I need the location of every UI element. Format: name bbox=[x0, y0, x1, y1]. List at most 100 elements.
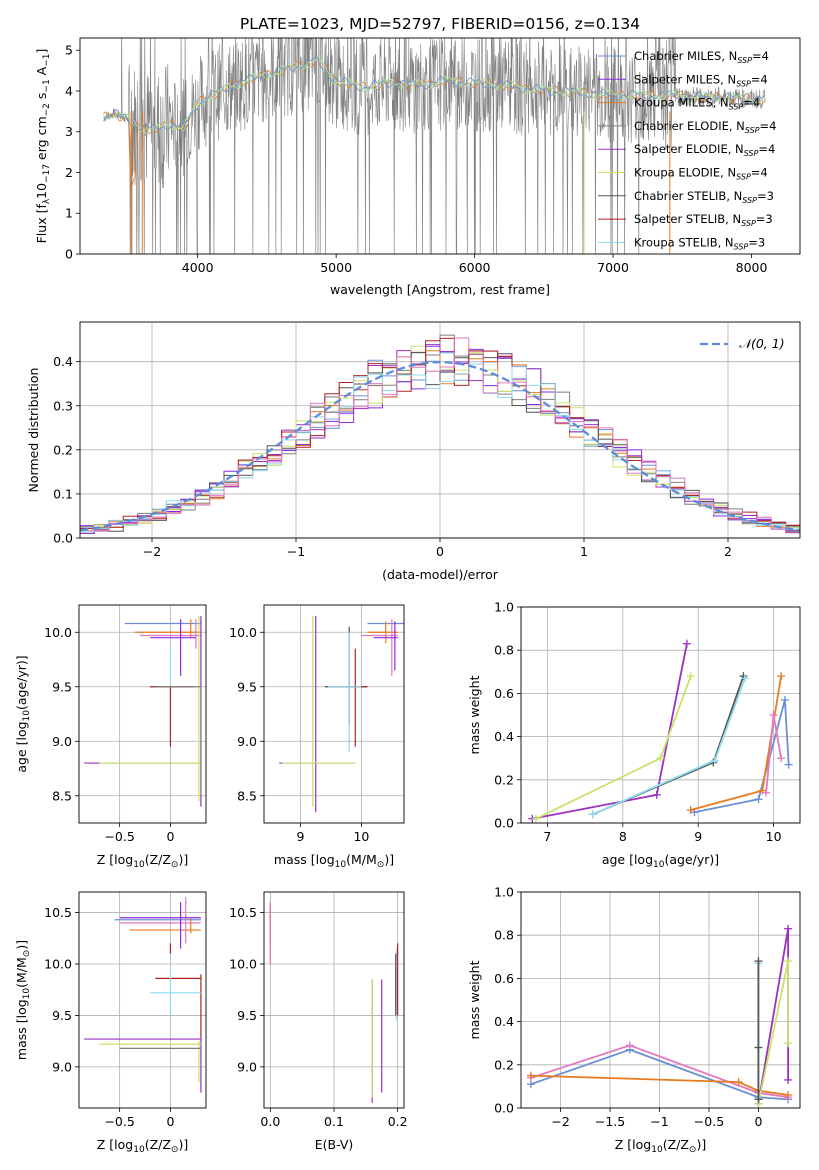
spectrum-data-line bbox=[103, 38, 766, 254]
x-tick-label: −2 bbox=[551, 1114, 569, 1129]
x-axis-label: Z [log10(Z/Z⊙)] bbox=[615, 1137, 706, 1155]
plot-area bbox=[279, 615, 404, 813]
plot-area bbox=[84, 897, 202, 1093]
y-tick-label: 0.8 bbox=[494, 928, 514, 943]
mass-vs-z-axes: −0.5 0 9.0 9.5 10.0 10.5 bbox=[44, 892, 206, 1129]
x-axis-label: Z [log10(Z/Z⊙)] bbox=[97, 852, 188, 870]
axes-frame bbox=[79, 321, 801, 539]
legend-entry: Salpeter ELODIE, NSSP=4 bbox=[634, 142, 775, 158]
age-vs-z-axes: −0.5 0 8.5 9.0 9.5 10.0 bbox=[44, 605, 206, 844]
plot-area bbox=[84, 615, 202, 807]
plot-area bbox=[528, 639, 793, 823]
x-tick-label: 0 bbox=[166, 1114, 174, 1129]
spectrum-legend: Chabrier MILES, NSSP=4 Salpeter MILES, NS… bbox=[598, 49, 776, 251]
x-tick-label: 8 bbox=[619, 829, 627, 844]
histogram-step bbox=[80, 337, 800, 534]
x-tick-label: 7000 bbox=[597, 260, 629, 275]
x-tick-label: 10 bbox=[353, 829, 369, 844]
normal-curve bbox=[80, 360, 800, 532]
x-tick-label: 4000 bbox=[182, 260, 214, 275]
x-axis-label: mass [log10(M/M⊙)] bbox=[274, 852, 394, 870]
y-tick-label: 10.0 bbox=[44, 957, 72, 972]
x-axis-label: age [log10(age/yr)] bbox=[602, 852, 719, 870]
x-tick-label: 9 bbox=[297, 829, 305, 844]
y-tick-label: 9.0 bbox=[52, 734, 72, 749]
legend-entry: Kroupa ELODIE, NSSP=4 bbox=[634, 166, 768, 182]
y-tick-label: 1.0 bbox=[494, 885, 514, 900]
y-tick-label: 9.0 bbox=[237, 1059, 257, 1074]
y-tick-label: 0.6 bbox=[494, 686, 514, 701]
weight-line bbox=[757, 928, 789, 1104]
weight-line bbox=[530, 1044, 789, 1099]
x-tick-label: −1 bbox=[650, 1114, 668, 1129]
x-axis-label: wavelength [Angstrom, rest frame] bbox=[330, 282, 550, 297]
x-axis-label: Z [log10(Z/Z⊙)] bbox=[97, 1137, 188, 1155]
x-tick-label: 8000 bbox=[736, 260, 768, 275]
histogram-step bbox=[80, 363, 800, 532]
y-tick-label: 0.4 bbox=[494, 1014, 514, 1029]
weight-line bbox=[694, 699, 790, 814]
x-tick-label: 7 bbox=[543, 829, 551, 844]
y-tick-label: 8.5 bbox=[237, 788, 257, 803]
y-tick-label: 0.2 bbox=[494, 1057, 514, 1072]
y-tick-label: 9.5 bbox=[237, 1008, 257, 1023]
x-tick-label: 2 bbox=[724, 544, 732, 559]
spectrum-axes: 4000 5000 6000 7000 8000 0 1 2 3 4 5 bbox=[65, 43, 767, 275]
legend-entry: Chabrier MILES, NSSP=4 bbox=[634, 49, 769, 65]
y-tick-label: 9.0 bbox=[237, 734, 257, 749]
x-tick-label: −0.5 bbox=[694, 1114, 724, 1129]
weight-line bbox=[592, 677, 746, 816]
x-tick-label: 0.1 bbox=[324, 1114, 344, 1129]
age-vs-mass-axes: 9 10 8.5 9.0 9.5 10.0 bbox=[229, 605, 404, 844]
y-tick-label: 2 bbox=[65, 165, 73, 180]
y-tick-label: 9.5 bbox=[237, 679, 257, 694]
y-tick-label: 0.3 bbox=[53, 398, 73, 413]
x-tick-label: −0.5 bbox=[104, 829, 134, 844]
y-axis-label: Normed distribution bbox=[26, 368, 41, 493]
y-tick-label: 0.0 bbox=[53, 531, 73, 546]
y-tick-label: 3 bbox=[65, 124, 73, 139]
legend-entry: Salpeter MILES, NSSP=4 bbox=[634, 72, 768, 88]
weight-line bbox=[530, 1048, 789, 1101]
weight-vs-z-axes: −2 −1.5 −1 −0.5 0 0.0 0.2 0.4 0.6 0.8 1.0 bbox=[494, 885, 800, 1129]
y-tick-label: 0.4 bbox=[53, 354, 73, 369]
weight-line bbox=[530, 1074, 789, 1096]
legend-entry: Kroupa MILES, NSSP=4 bbox=[634, 96, 760, 112]
x-tick-label: 6000 bbox=[459, 260, 491, 275]
y-tick-label: 10.5 bbox=[44, 905, 72, 920]
y-tick-label: 9.5 bbox=[52, 679, 72, 694]
mass-vs-ebv-axes: 0.0 0.1 0.2 9.0 9.5 10.0 10.5 bbox=[229, 892, 408, 1129]
x-tick-label: 0 bbox=[166, 829, 174, 844]
legend-entry: Chabrier STELIB, NSSP=3 bbox=[634, 189, 774, 205]
x-tick-label: 9 bbox=[694, 829, 702, 844]
y-tick-label: 0.2 bbox=[494, 772, 514, 787]
y-tick-label: 8.5 bbox=[52, 788, 72, 803]
x-tick-label: −1.5 bbox=[595, 1114, 625, 1129]
y-tick-label: 10.5 bbox=[229, 905, 257, 920]
y-tick-label: 0.6 bbox=[494, 971, 514, 986]
y-tick-label: 9.0 bbox=[52, 1059, 72, 1074]
y-tick-label: 5 bbox=[65, 43, 73, 58]
y-tick-label: 0.4 bbox=[494, 729, 514, 744]
x-tick-label: 0.0 bbox=[260, 1114, 280, 1129]
x-tick-label: −1 bbox=[287, 544, 305, 559]
x-tick-label: 0 bbox=[754, 1114, 762, 1129]
y-tick-label: 0 bbox=[65, 247, 73, 262]
y-tick-label: 10.0 bbox=[44, 625, 72, 640]
axes-frame bbox=[78, 891, 207, 1109]
axes-frame bbox=[263, 604, 405, 824]
x-tick-label: 10 bbox=[766, 829, 782, 844]
y-tick-label: 9.5 bbox=[52, 1008, 72, 1023]
x-axis-label: (data-model)/error bbox=[382, 567, 499, 582]
y-tick-label: 0.8 bbox=[494, 643, 514, 658]
x-axis-label: E(B-V) bbox=[315, 1137, 354, 1152]
legend-entry: Kroupa STELIB, NSSP=3 bbox=[634, 235, 765, 251]
axes-frame bbox=[520, 891, 801, 1109]
x-tick-label: 0 bbox=[436, 544, 444, 559]
weight-line bbox=[532, 643, 688, 820]
spectrum-model-line bbox=[103, 55, 766, 131]
y-axis-label: Flux [fλ10−17 erg cm−2 s−1 A−1] bbox=[34, 49, 52, 244]
weight-vs-age-axes: 7 8 9 10 0.0 0.2 0.4 0.6 0.8 1.0 bbox=[494, 600, 800, 844]
y-tick-label: 0.0 bbox=[494, 816, 514, 831]
